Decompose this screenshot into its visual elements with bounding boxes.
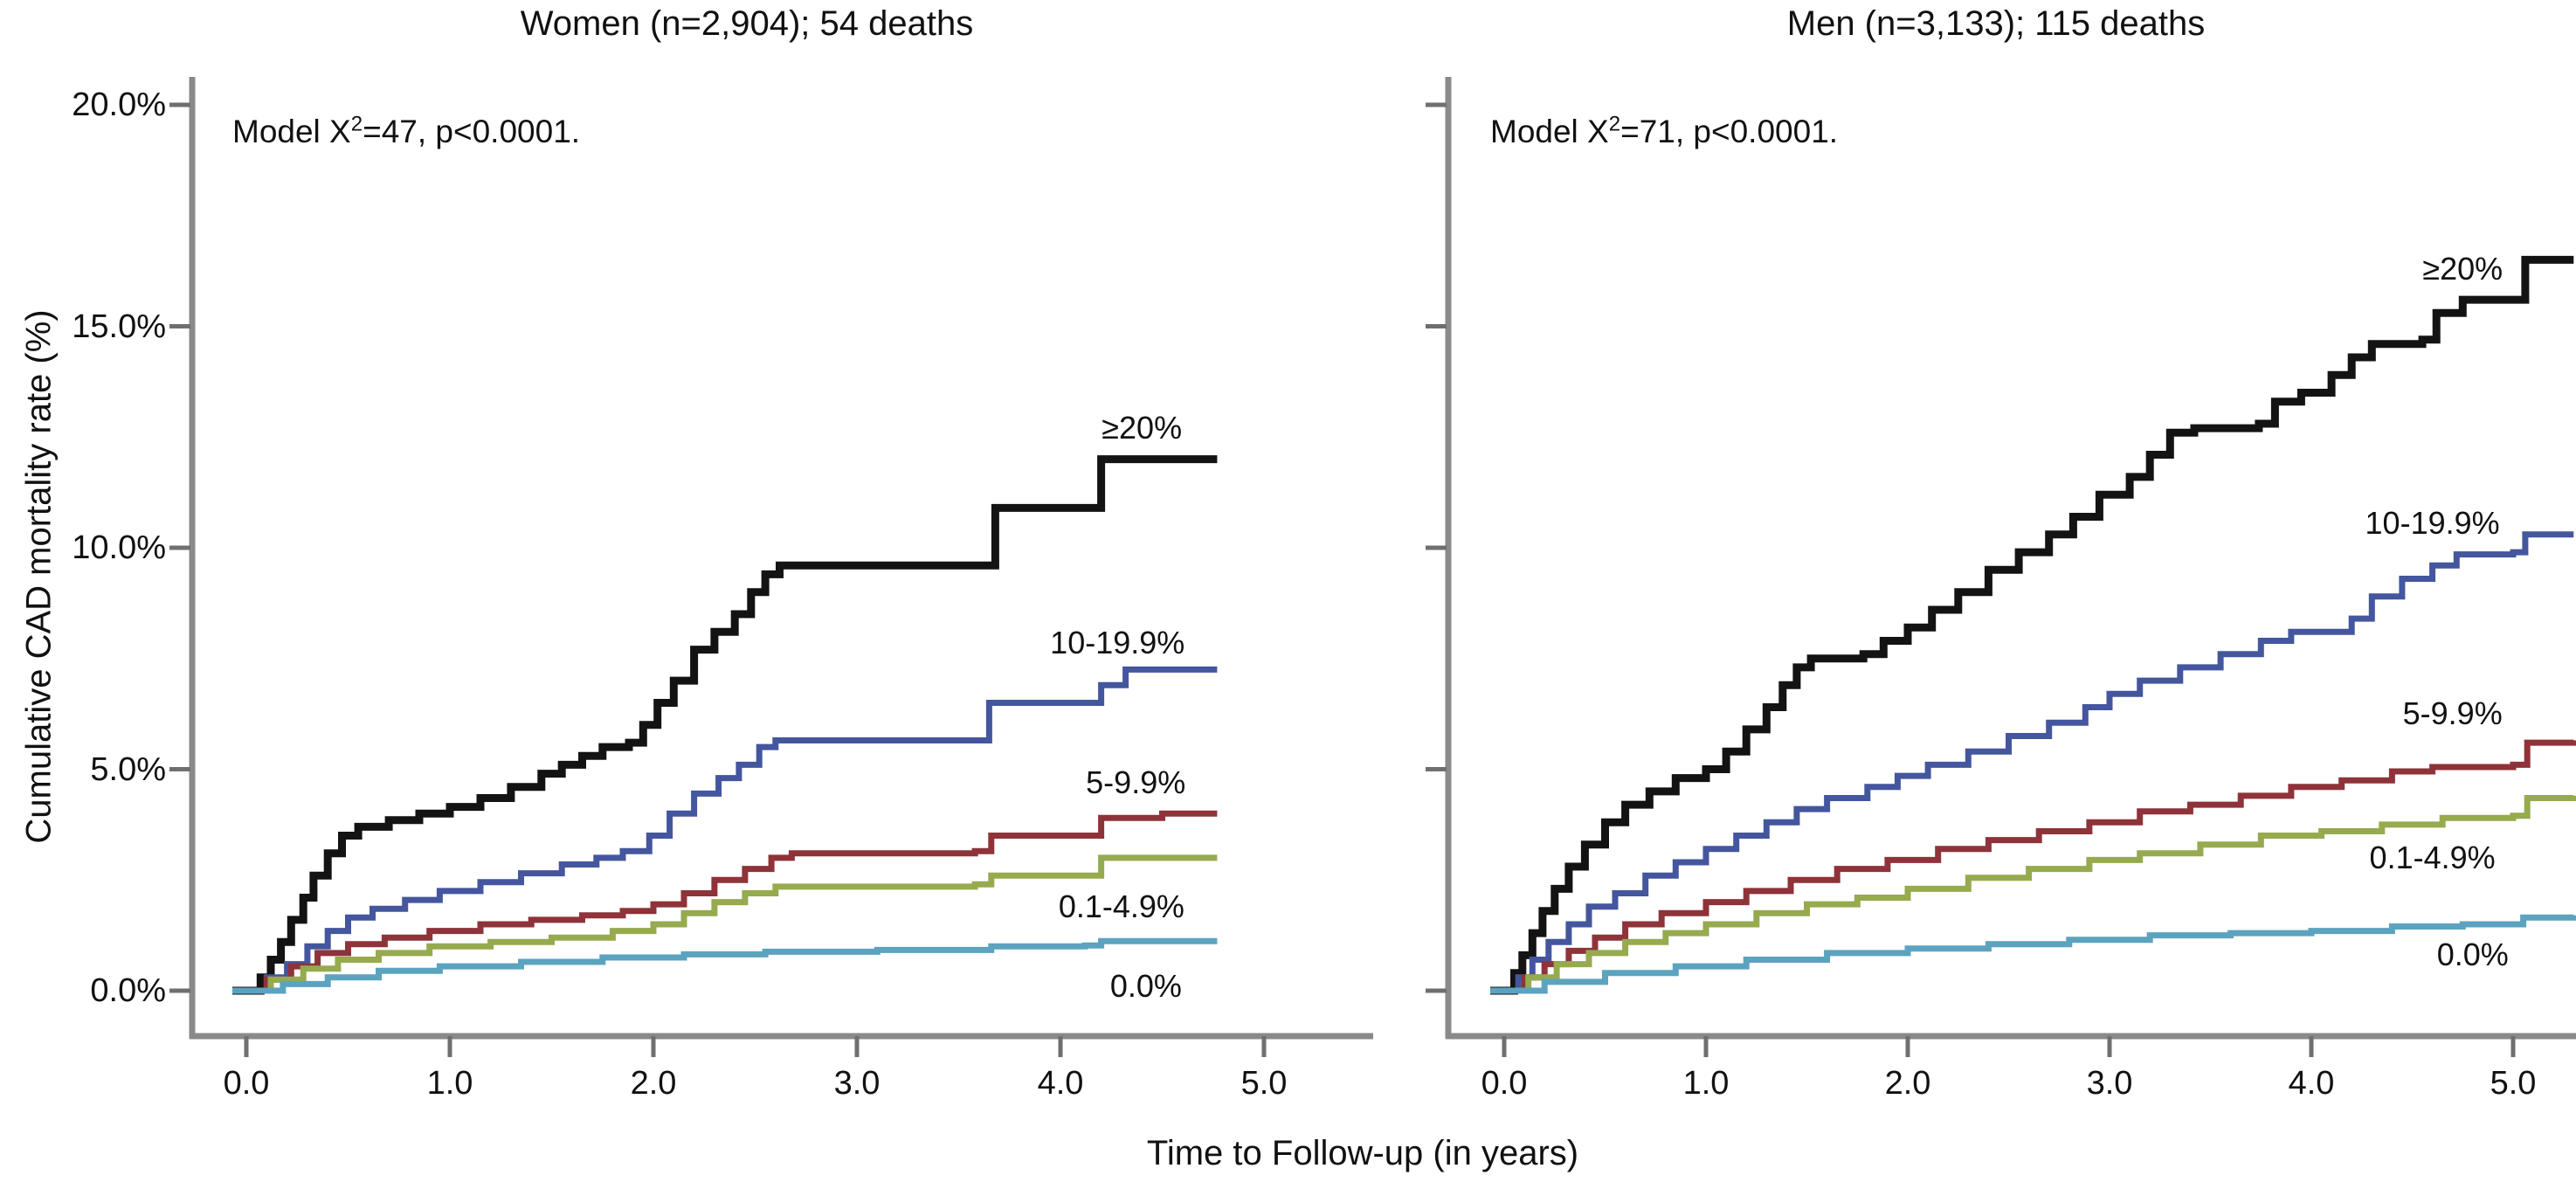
x-tick-label-men-4.0: 4.0 bbox=[2288, 1065, 2335, 1102]
series-line-men-10-19-9 bbox=[1490, 531, 2574, 994]
curve-label-men-0-0: 0.0% bbox=[2436, 937, 2509, 973]
x-tick-label-men-3.0: 3.0 bbox=[2086, 1065, 2133, 1102]
y-tick-label-5.0%: 5.0% bbox=[90, 750, 166, 788]
model-annotation-men-stats: =71, p<0.0001. bbox=[1620, 114, 1839, 149]
x-tick-label-men-0.0: 0.0 bbox=[1481, 1065, 1528, 1102]
y-tick-label-15.0%: 15.0% bbox=[72, 308, 166, 345]
curve-label-men-0-1-4-9: 0.1-4.9% bbox=[2369, 839, 2496, 875]
series-line-men-0-1-4-9 bbox=[1490, 795, 2576, 994]
x-tick-label-men-1.0: 1.0 bbox=[1682, 1065, 1730, 1102]
model-annotation-men: Model X2=71, p<0.0001. bbox=[1490, 114, 1838, 150]
model-annotation-men-text: Model X bbox=[1490, 114, 1609, 149]
series-line-women-0-0 bbox=[232, 937, 1218, 994]
series-line-women-ge-20 bbox=[232, 455, 1218, 995]
series-line-women-10-19-9 bbox=[232, 666, 1218, 994]
model-annotation-women-text: Model X bbox=[232, 114, 351, 149]
x-tick-label-men-2.0: 2.0 bbox=[1884, 1065, 1931, 1102]
curve-label-women-ge-20: ≥20% bbox=[1102, 410, 1183, 446]
x-tick-label-women-5.0: 5.0 bbox=[1240, 1065, 1288, 1102]
x-tick-label-women-1.0: 1.0 bbox=[426, 1065, 473, 1102]
y-tick-label-20.0%: 20.0% bbox=[72, 86, 166, 123]
model-annotation-men-sup: 2 bbox=[1608, 112, 1621, 136]
curve-label-women-0-1-4-9: 0.1-4.9% bbox=[1058, 888, 1184, 924]
model-annotation-women-stats: =47, p<0.0001. bbox=[363, 114, 581, 149]
curve-label-women-0-0: 0.0% bbox=[1109, 967, 1182, 1004]
curve-label-women-10-19-9: 10-19.9% bbox=[1050, 625, 1185, 660]
x-tick-label-women-4.0: 4.0 bbox=[1037, 1065, 1084, 1102]
x-tick-label-women-3.0: 3.0 bbox=[833, 1065, 881, 1102]
curve-label-men-ge-20: ≥20% bbox=[2422, 250, 2503, 287]
model-annotation-women-sup: 2 bbox=[350, 112, 363, 136]
curve-label-men-10-19-9: 10-19.9% bbox=[2365, 505, 2500, 542]
series-line-women-5-9-9 bbox=[232, 810, 1218, 994]
curve-label-women-5-9-9: 5-9.9% bbox=[1086, 764, 1186, 800]
panel-title-women: Women (n=2,904); 54 deaths bbox=[520, 4, 974, 43]
series-line-men-5-9-9 bbox=[1490, 739, 2576, 994]
x-axis-title: Time to Follow-up (in years) bbox=[1146, 1134, 1579, 1172]
y-tick-label-10.0%: 10.0% bbox=[72, 529, 166, 566]
series-line-men-ge-20 bbox=[1490, 255, 2574, 995]
series-line-men-0-0 bbox=[1490, 914, 2576, 994]
curve-label-men-5-9-9: 5-9.9% bbox=[2402, 695, 2503, 732]
x-tick-label-women-2.0: 2.0 bbox=[630, 1065, 677, 1102]
series-line-women-0-1-4-9 bbox=[232, 854, 1218, 994]
panel-title-men: Men (n=3,133); 115 deaths bbox=[1786, 4, 2206, 43]
x-tick-label-women-0.0: 0.0 bbox=[223, 1065, 270, 1102]
x-tick-label-men-5.0: 5.0 bbox=[2490, 1065, 2537, 1102]
y-tick-label-0.0%: 0.0% bbox=[90, 972, 166, 1009]
model-annotation-women: Model X2=47, p<0.0001. bbox=[232, 114, 580, 150]
